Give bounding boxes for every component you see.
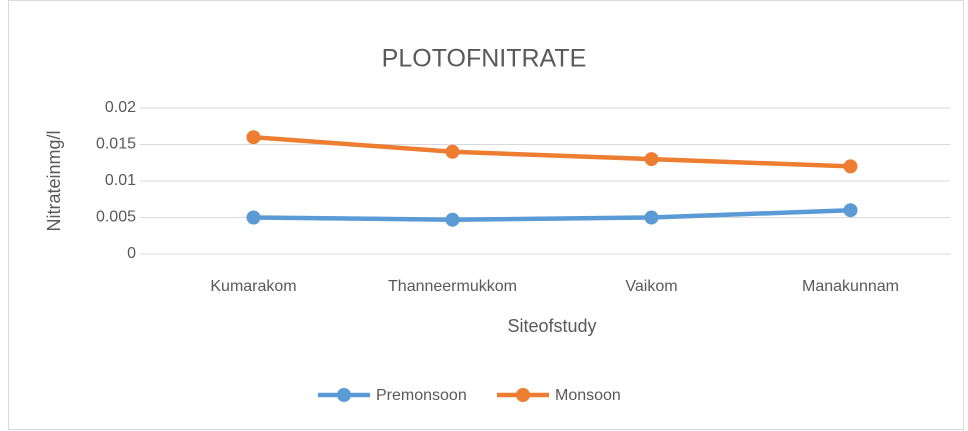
y-tick-label: 0.02 bbox=[105, 99, 136, 116]
chart-title: PLOTOFNITRATE bbox=[382, 45, 587, 73]
legend-marker bbox=[516, 388, 530, 402]
point bbox=[445, 144, 460, 159]
x-tick-label: Kumarakom bbox=[210, 278, 296, 295]
point bbox=[246, 130, 261, 145]
legend-label: Premonsoon bbox=[376, 387, 467, 404]
y-tick-label: 0 bbox=[127, 245, 136, 262]
point bbox=[644, 210, 659, 225]
series-line bbox=[251, 134, 853, 169]
point bbox=[843, 203, 858, 218]
y-axis-title: Nitrateinmg/l bbox=[44, 130, 64, 231]
chart-border bbox=[8, 0, 964, 430]
point bbox=[644, 152, 659, 167]
y-tick-label: 0.005 bbox=[96, 209, 136, 226]
point bbox=[445, 212, 460, 227]
legend-marker bbox=[337, 388, 351, 402]
legend-label: Monsoon bbox=[555, 387, 621, 404]
y-tick-label: 0.015 bbox=[96, 136, 136, 153]
y-tick-label: 0.01 bbox=[105, 172, 136, 189]
point bbox=[246, 210, 261, 225]
series-line bbox=[251, 207, 853, 222]
x-tick-label: Vaikom bbox=[625, 278, 677, 295]
x-tick-label: Thanneermukkom bbox=[388, 278, 517, 295]
x-axis-title: Siteofstudy bbox=[507, 316, 596, 336]
point bbox=[843, 159, 858, 174]
x-tick-label: Manakunnam bbox=[802, 278, 899, 295]
